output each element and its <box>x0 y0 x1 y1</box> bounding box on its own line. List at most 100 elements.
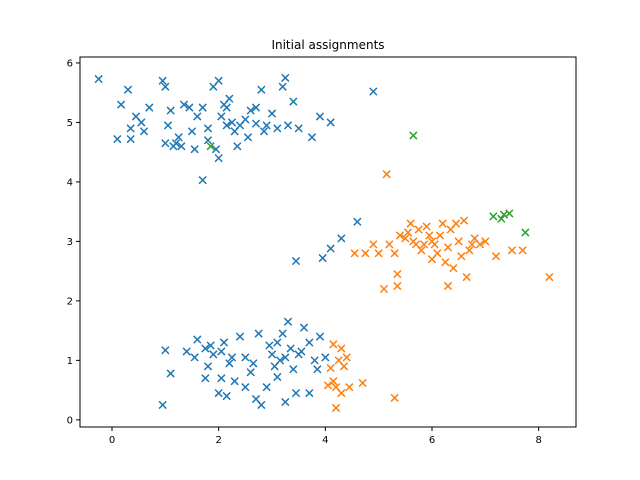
scatter-point-series-0 <box>214 76 223 85</box>
scatter-point-series-0 <box>267 350 277 359</box>
scatter-point-series-0 <box>281 73 290 82</box>
scatter-point-series-0 <box>161 346 170 355</box>
scatter-point-series-1 <box>433 249 442 258</box>
scatter-point-series-0 <box>267 109 277 118</box>
scatter-point-series-0 <box>251 119 261 128</box>
scatter-point-series-0 <box>273 372 282 382</box>
scatter-point-series-0 <box>243 133 253 142</box>
scatter-point-series-0 <box>305 388 314 398</box>
scatter-point-series-0 <box>291 388 301 398</box>
scatter-point-series-0 <box>206 341 215 350</box>
scatter-point-series-0 <box>283 317 293 326</box>
scatter-point-series-1 <box>462 272 471 282</box>
scatter-point-series-1 <box>339 362 349 371</box>
scatter-point-series-1 <box>385 240 394 249</box>
scatter-point-series-0 <box>257 85 266 94</box>
scatter-point-series-0 <box>259 127 269 136</box>
scatter-point-series-1 <box>395 231 405 240</box>
scatter-point-series-0 <box>222 103 231 112</box>
scatter-point-series-0 <box>337 234 346 243</box>
scatter-point-series-1 <box>337 388 346 398</box>
scatter-point-series-1 <box>350 249 359 258</box>
plot-frame <box>79 56 577 428</box>
y-tick-label: 5 <box>67 118 73 129</box>
scatter-point-series-0 <box>179 100 189 109</box>
scatter-point-series-1 <box>337 344 346 353</box>
scatter-point-series-1 <box>427 237 437 246</box>
scatter-point-series-0 <box>257 400 266 410</box>
scatter-point-series-0 <box>158 76 167 85</box>
scatter-point-series-0 <box>313 365 322 374</box>
scatter-point-series-1 <box>374 249 383 258</box>
scatter-point-series-0 <box>294 124 303 133</box>
scatter-point-series-0 <box>265 341 274 350</box>
scatter-point-series-0 <box>299 323 309 332</box>
scatter-point-series-1 <box>481 237 490 246</box>
scatter-point-series-1 <box>326 363 335 373</box>
x-tick-label: 6 <box>429 435 435 446</box>
scatter-point-series-0 <box>217 347 226 356</box>
scatter-point-series-0 <box>187 127 197 136</box>
scatter-point-series-1 <box>329 340 338 349</box>
scatter-point-series-1 <box>379 284 389 294</box>
y-tick-label: 0 <box>67 415 73 426</box>
scatter-point-series-1 <box>491 252 501 261</box>
scatter-point-series-1 <box>390 393 399 402</box>
scatter-point-series-0 <box>169 142 178 151</box>
scatter-point-series-0 <box>201 344 210 353</box>
plot-points <box>94 73 554 413</box>
scatter-point-series-0 <box>201 374 210 383</box>
y-tick-label: 6 <box>67 58 73 69</box>
scatter-point-series-2 <box>489 212 498 221</box>
scatter-point-series-0 <box>190 353 199 362</box>
scatter-point-series-1 <box>323 381 333 390</box>
scatter-point-series-2 <box>505 209 514 218</box>
scatter-point-series-1 <box>467 240 477 249</box>
scatter-point-series-0 <box>217 112 226 121</box>
scatter-point-series-1 <box>393 269 402 279</box>
scatter-point-series-0 <box>230 377 239 386</box>
scatter-point-series-0 <box>273 338 282 347</box>
scatter-point-series-0 <box>163 121 173 130</box>
scatter-point-series-1 <box>401 234 410 243</box>
scatter-point-series-0 <box>225 359 234 368</box>
scatter-point-series-0 <box>158 400 167 410</box>
scatter-point-series-0 <box>94 74 103 84</box>
scatter-point-series-0 <box>203 136 213 145</box>
scatter-point-series-0 <box>203 124 213 133</box>
scatter-point-series-0 <box>177 142 186 151</box>
scatter-point-series-0 <box>251 103 261 112</box>
scatter-point-series-0 <box>249 359 258 368</box>
x-tick-label: 4 <box>322 435 328 446</box>
scatter-point-series-1 <box>438 219 447 228</box>
scatter-point-series-0 <box>286 344 295 353</box>
scatter-point-series-0 <box>241 353 250 362</box>
scatter-point-series-0 <box>209 350 218 359</box>
x-tick-label: 2 <box>215 435 221 446</box>
scatter-point-series-0 <box>321 353 330 362</box>
scatter-point-series-0 <box>310 356 319 365</box>
scatter-point-series-1 <box>435 231 445 240</box>
scatter-point-series-0 <box>193 335 202 344</box>
scatter-point-series-0 <box>305 338 314 347</box>
scatter-point-series-0 <box>241 115 250 124</box>
scatter-point-series-0 <box>275 356 285 365</box>
scatter-point-series-1 <box>329 377 338 386</box>
scatter-point-series-0 <box>113 134 122 144</box>
scatter-point-series-2 <box>206 142 215 151</box>
scatter-point-series-0 <box>283 121 293 130</box>
scatter-point-series-0 <box>198 176 207 185</box>
scatter-point-series-0 <box>297 347 306 356</box>
scatter-point-series-1 <box>518 246 527 255</box>
scatter-point-series-0 <box>217 374 226 383</box>
scatter-point-series-0 <box>214 388 223 398</box>
scatter-point-series-1 <box>403 228 413 237</box>
scatter-point-series-0 <box>235 332 245 341</box>
scatter-point-series-0 <box>145 103 154 112</box>
scatter-point-series-1 <box>345 383 354 392</box>
chart-title: Initial assignments <box>271 38 384 52</box>
scatter-point-series-2 <box>497 214 506 223</box>
scatter-point-series-0 <box>174 133 183 142</box>
scatter-point-series-1 <box>331 403 341 413</box>
